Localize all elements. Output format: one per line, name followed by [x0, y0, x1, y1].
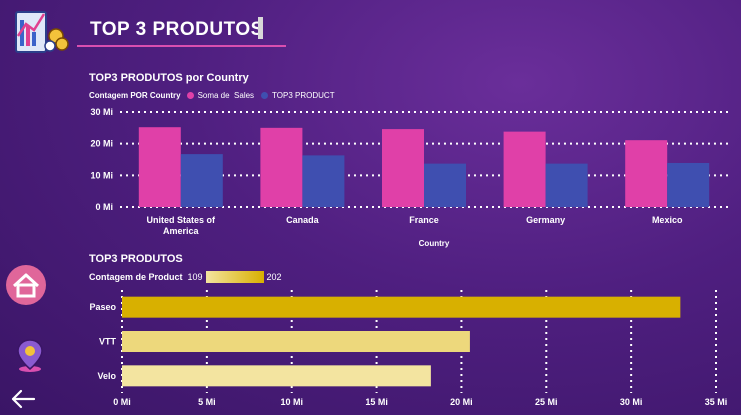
x-tick-label: 15 Mi — [365, 397, 388, 407]
x-tick-label: 30 Mi — [620, 397, 643, 407]
x-tick-label: 25 Mi — [535, 397, 558, 407]
dashboard-logo-icon — [15, 11, 69, 53]
y-tick-label: Paseo — [89, 302, 116, 312]
x-tick-label: Germany — [526, 215, 565, 225]
legend-min-value: 109 — [187, 272, 203, 282]
legend-swatch-sales — [186, 92, 194, 99]
x-axis-title: Country — [419, 239, 450, 248]
y-tick-label: Velo — [97, 371, 116, 381]
bar-vtt — [122, 331, 470, 352]
chart1-legend-title: Contagem POR Country — [89, 91, 181, 100]
legend-max-value: 202 — [266, 272, 282, 282]
x-tick-label: 0 Mi — [113, 397, 131, 407]
y-tick-label: 0 Mi — [95, 202, 113, 212]
y-tick-label: 30 Mi — [90, 107, 113, 117]
location-pin-icon[interactable] — [15, 338, 45, 374]
y-tick-label: VTT — [99, 337, 117, 347]
back-arrow-icon[interactable] — [10, 388, 36, 410]
bar-sales — [382, 129, 424, 207]
legend-label-top3[interactable]: TOP3 PRODUCT — [272, 91, 335, 100]
y-tick-label: 20 Mi — [90, 139, 113, 149]
x-tick-label: Canada — [286, 215, 320, 225]
bar-sales — [503, 131, 546, 207]
bar-top3 — [180, 154, 223, 207]
legend-label-sales[interactable]: Soma de Sales — [197, 91, 255, 100]
x-tick-label: 10 Mi — [280, 397, 303, 407]
legend-swatch-top3 — [261, 92, 269, 99]
title-underline — [77, 45, 286, 47]
y-tick-label: 10 Mi — [90, 170, 113, 180]
x-tick-label: Mexico — [652, 215, 683, 225]
chart1-legend: Contagem POR Country Soma de Sales TOP3 … — [89, 91, 335, 100]
chart1-title: TOP3 PRODUTOS por Country — [89, 72, 249, 84]
bar-top3 — [545, 163, 588, 207]
chart2-title: TOP3 PRODUTOS — [89, 253, 183, 265]
x-tick-label: France — [409, 215, 439, 225]
bar-paseo — [122, 296, 681, 318]
x-tick-label: 5 Mi — [198, 397, 216, 407]
bar-top3 — [302, 155, 345, 207]
bar-velo — [122, 365, 431, 387]
bar-sales — [260, 127, 303, 207]
bar-sales — [625, 140, 668, 207]
chart2-legend: Contagem de Product 109 202 — [89, 271, 282, 283]
title-cursor — [258, 17, 263, 39]
x-tick-label: 35 Mi — [705, 397, 728, 407]
bar-top3 — [424, 163, 466, 207]
legend-gradient-bar — [205, 271, 264, 283]
bar-top3 — [667, 162, 710, 207]
x-tick-label: 20 Mi — [450, 397, 473, 407]
home-icon[interactable] — [4, 263, 48, 307]
x-tick-label: America — [163, 226, 200, 236]
chart2-legend-title: Contagem de Product — [89, 272, 183, 282]
bar-sales — [138, 127, 181, 207]
page-title: TOP 3 PRODUTOS — [90, 19, 264, 40]
x-tick-label: United States of — [147, 215, 217, 225]
